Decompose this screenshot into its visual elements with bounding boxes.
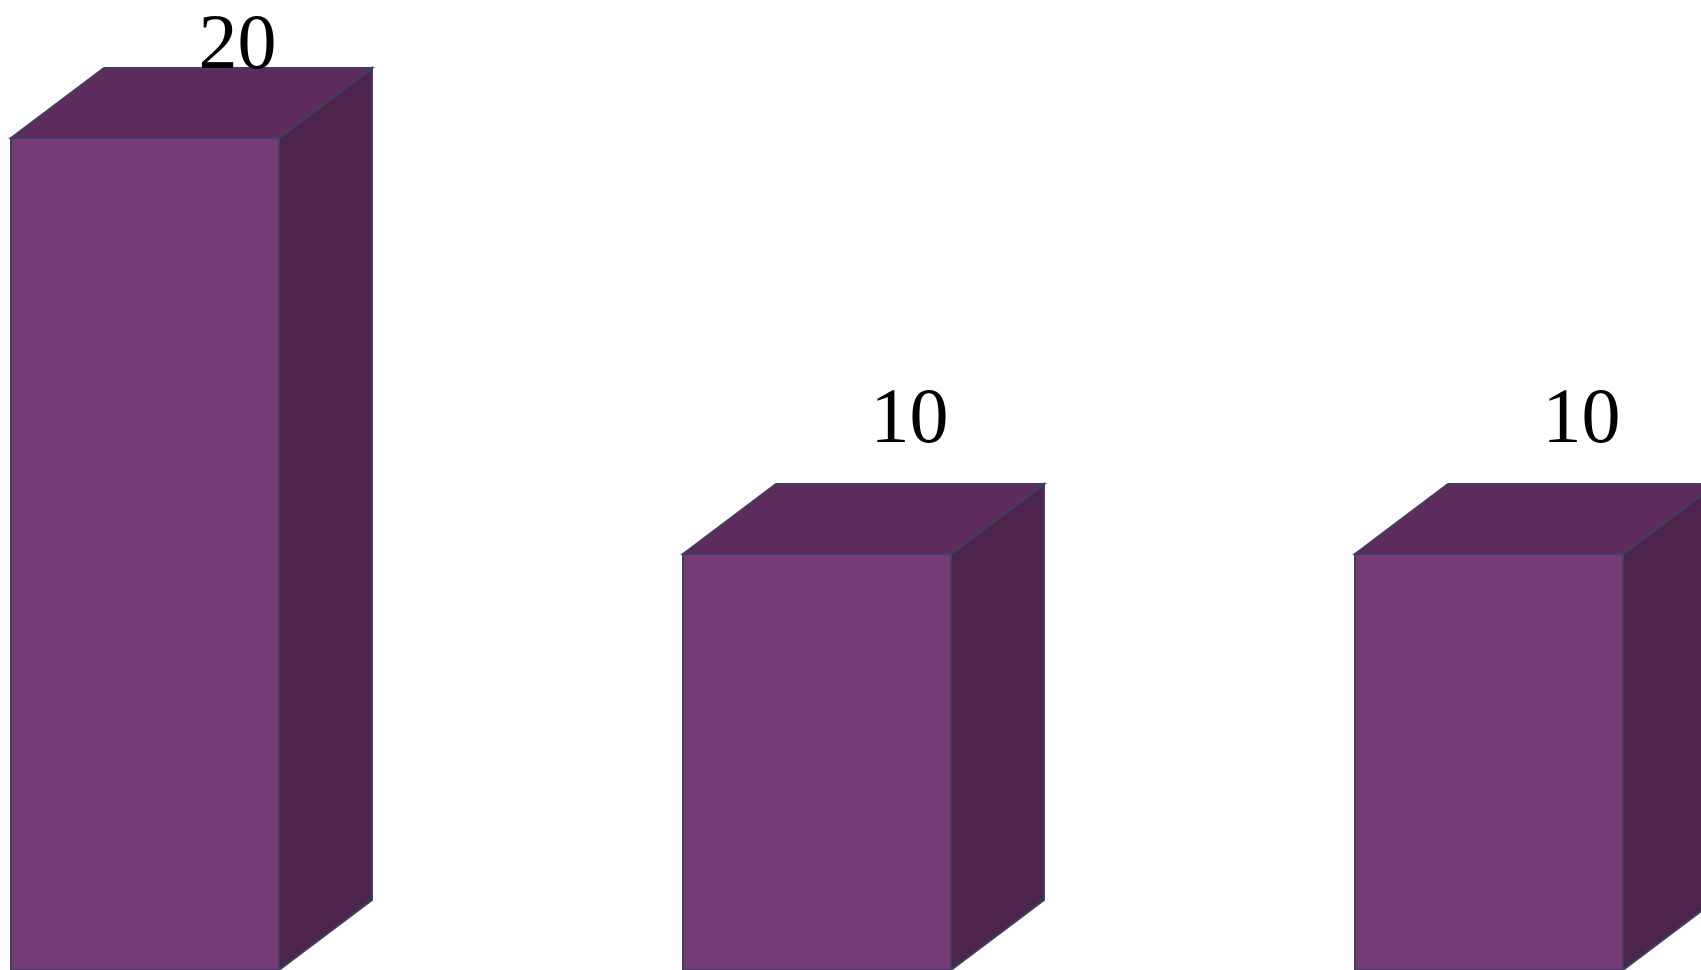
bar-front-face <box>10 137 280 970</box>
bar-side-face <box>950 481 1045 970</box>
bar-front-face <box>1354 553 1624 970</box>
bar-front-face <box>682 553 952 970</box>
bars-group <box>8 65 1701 970</box>
data-label-2: 10 <box>871 372 949 459</box>
bar-side-face <box>1622 494 1701 970</box>
bar-3 <box>1352 483 1701 970</box>
data-label-1: 20 <box>199 0 277 85</box>
bar-2 <box>680 481 1047 970</box>
data-labels-group: 20 10 10 <box>199 0 1621 459</box>
bar-1 <box>8 65 375 970</box>
bar-side-face <box>278 65 373 970</box>
data-label-3: 10 <box>1543 372 1621 459</box>
